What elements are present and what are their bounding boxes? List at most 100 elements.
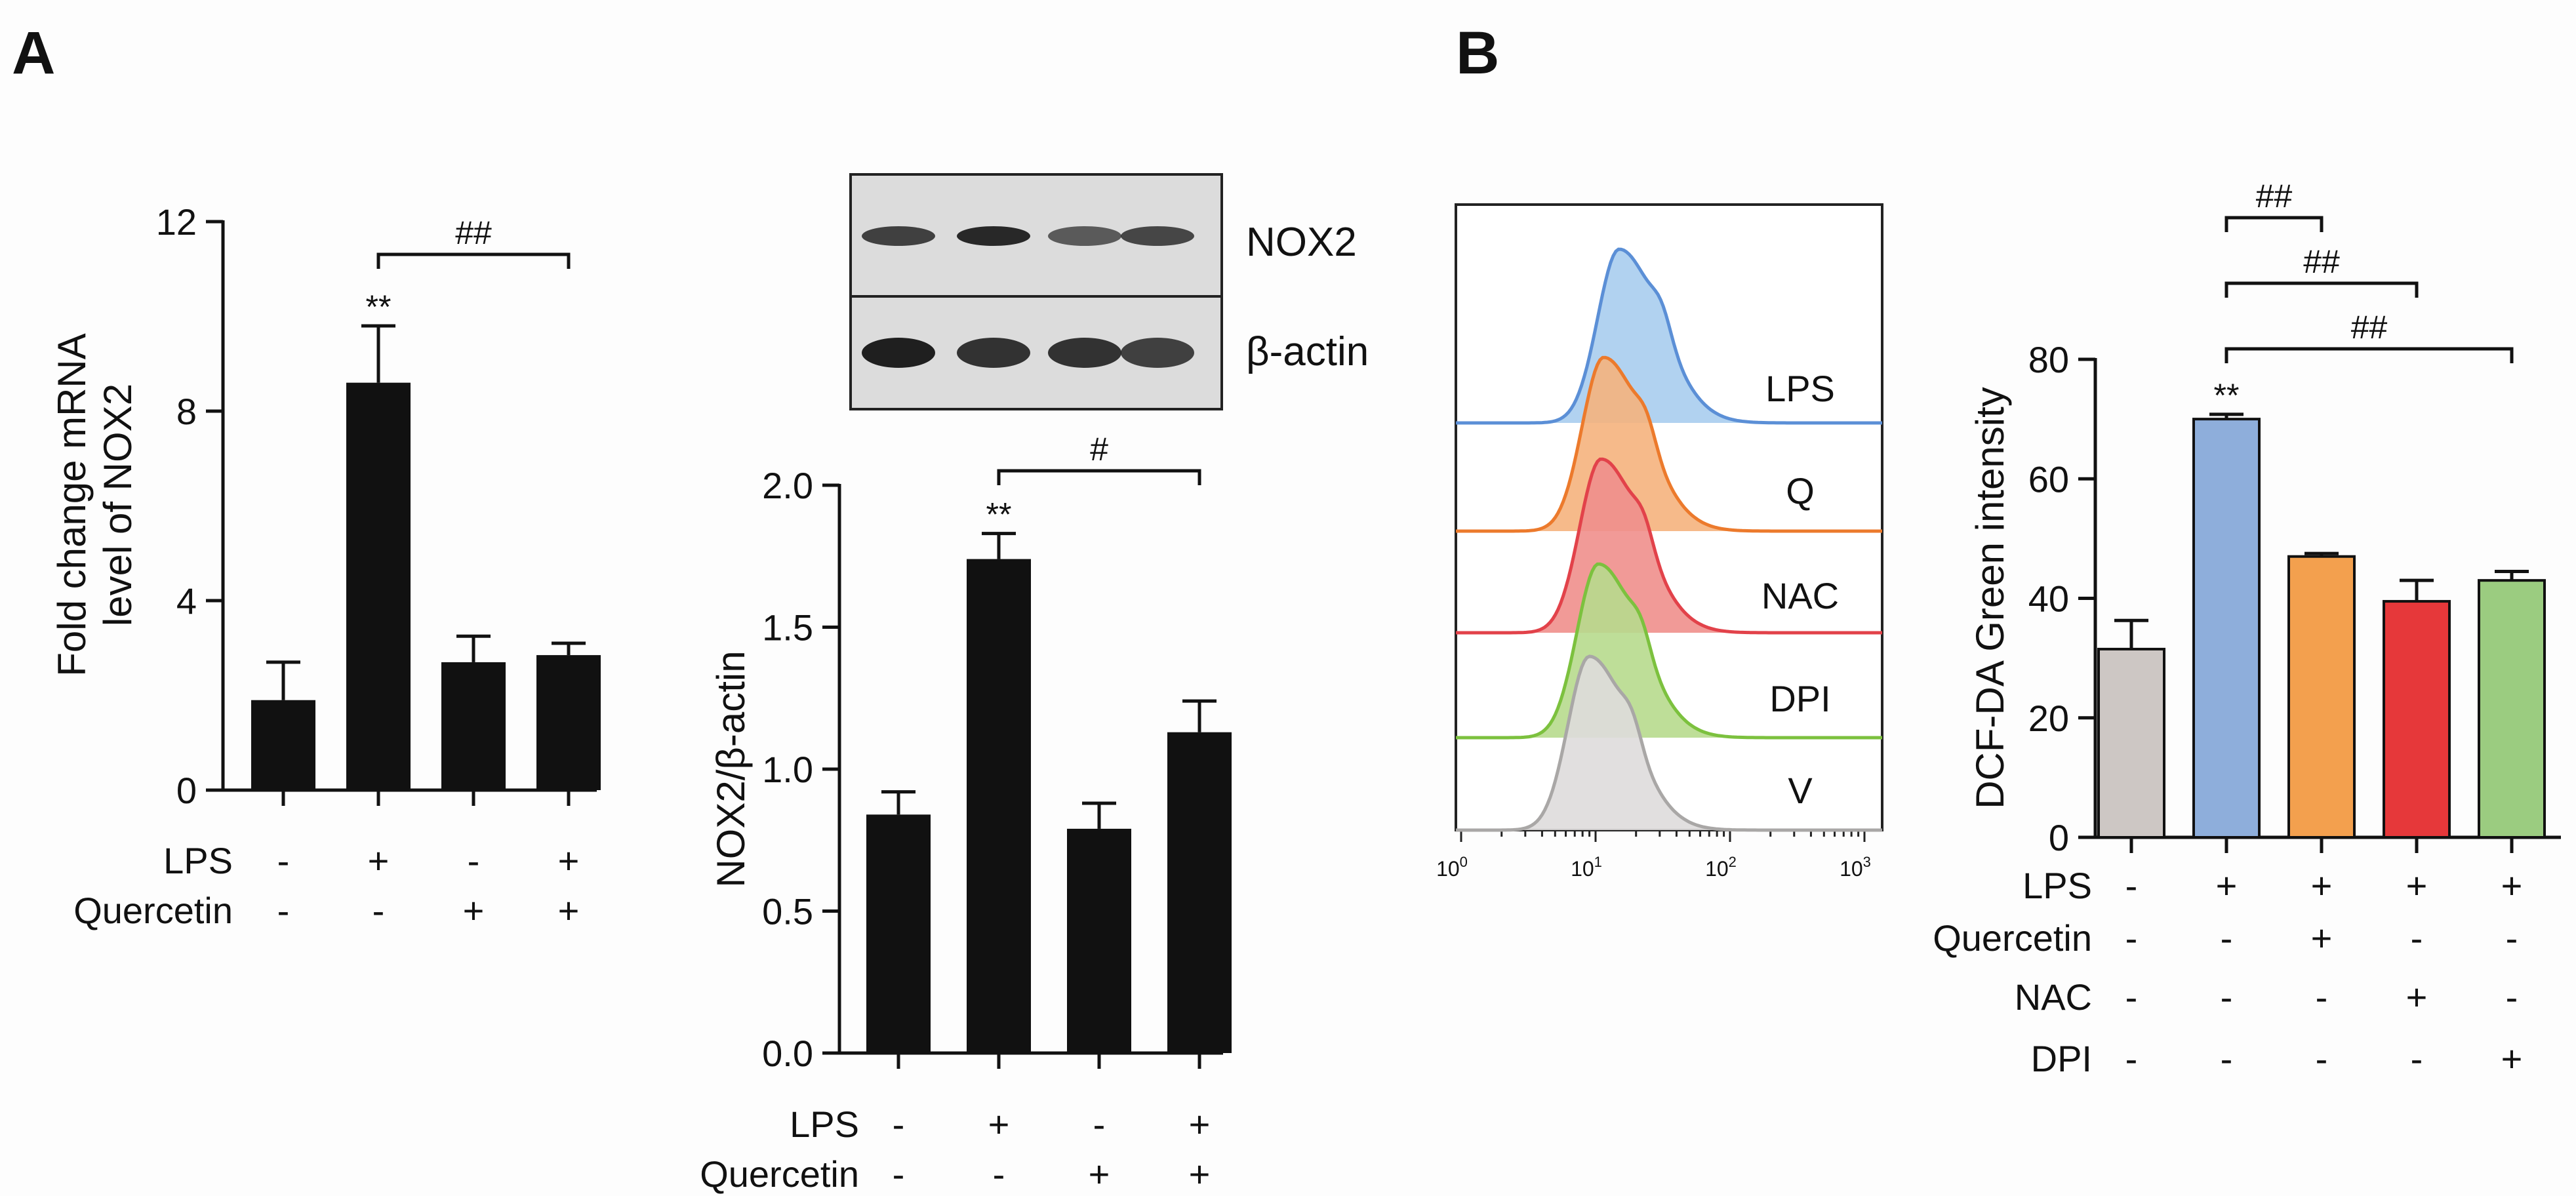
bar-chart-nox2-mrna: 0 4 8 12 Fold change mRNA level of NOX2 ** ## LP…: [50, 201, 601, 931]
bar: [2383, 600, 2451, 839]
bar: [1067, 828, 1131, 1053]
histogram-tick-label: 101: [1571, 854, 1602, 881]
treatment-sign: +: [558, 890, 580, 931]
treatment-label: Quercetin: [73, 890, 233, 931]
treatment-sign: -: [372, 890, 385, 931]
y-tick-label: 0: [176, 770, 197, 811]
significance-marker: **: [2214, 377, 2240, 414]
flow-cytometry-histogram: 100 101 102 103 LPS Q NAC DPI V: [1436, 203, 1883, 881]
histogram-tick-label: 103: [1840, 854, 1871, 881]
bar: [441, 662, 506, 790]
y-tick-label: 8: [176, 391, 197, 432]
y-tick-label: 40: [2028, 578, 2069, 620]
treatment-sign: +: [2406, 865, 2428, 906]
significance-marker: **: [366, 289, 392, 325]
treatment-sign: -: [2316, 976, 2328, 1018]
treatment-sign: -: [2316, 1038, 2328, 1079]
blot-label: β-actin: [1246, 329, 1369, 374]
comparison-bracket: [2224, 347, 2514, 363]
bar: [1167, 732, 1232, 1053]
treatment-sign: +: [2216, 865, 2238, 906]
panel-label-b: B: [1456, 20, 1499, 87]
treatment-sign: -: [2125, 1038, 2138, 1079]
panel-label-a: A: [12, 20, 55, 87]
blot-label: NOX2: [1246, 220, 1357, 265]
significance-marker: **: [986, 496, 1012, 533]
y-tick-label: 0.5: [762, 891, 813, 932]
histogram-series-label: DPI: [1769, 678, 1830, 719]
y-tick-label: 0: [2049, 817, 2069, 858]
bar: [346, 382, 411, 790]
treatment-sign: -: [2411, 1038, 2423, 1079]
bar-chart-dcfda-intensity: 0 20 40 60 80 DCF-DA Green intensity ** ## ## ## L…: [1933, 178, 2561, 1079]
histogram-fill: [1456, 656, 1882, 830]
treatment-sign: +: [2501, 865, 2523, 906]
y-tick-label: 1.0: [762, 749, 813, 790]
histogram-fill: [1456, 357, 1882, 531]
treatment-sign: -: [2125, 917, 2138, 959]
y-tick-label: 12: [156, 201, 197, 243]
treatment-sign: +: [2501, 1038, 2523, 1079]
blot-strip: [849, 173, 1223, 299]
comparison-bracket: [2224, 216, 2324, 232]
bar: [967, 559, 1031, 1053]
treatment-sign: -: [2125, 865, 2138, 906]
histogram-series-label: NAC: [1761, 575, 1839, 616]
treatment-label: LPS: [790, 1104, 859, 1145]
treatment-sign: +: [988, 1104, 1010, 1145]
blot-band: [957, 226, 1030, 246]
treatment-sign: +: [1089, 1153, 1110, 1195]
histogram-tick-label: 102: [1705, 854, 1737, 881]
histogram-curve: [1456, 355, 1882, 533]
treatment-sign: -: [2221, 976, 2233, 1018]
histogram-fill: [1456, 459, 1882, 633]
treatment-sign: -: [2506, 976, 2518, 1018]
western-blot: NOX2 β-actin: [849, 173, 1369, 410]
blot-band: [1121, 226, 1194, 246]
histogram-series-label: V: [1788, 770, 1813, 811]
y-axis-title: NOX2/β-actin: [709, 650, 753, 887]
bar: [2097, 647, 2165, 839]
blot-band: [1048, 338, 1121, 368]
treatment-sign: -: [277, 890, 290, 931]
y-axis-title: DCF-DA Green intensity: [1968, 387, 2012, 809]
histogram-tick-label: 100: [1436, 854, 1468, 881]
comparison-label: ##: [2256, 178, 2293, 214]
y-tick-label: 1.5: [762, 607, 813, 648]
blot-band: [1048, 226, 1121, 246]
treatment-sign: +: [2311, 865, 2333, 906]
treatment-label: LPS: [163, 840, 233, 881]
blot-band: [957, 338, 1030, 368]
blot-band: [862, 226, 935, 246]
comparison-label: ##: [455, 214, 492, 251]
blot-band: [862, 338, 935, 368]
bar: [2287, 555, 2356, 839]
bar: [2478, 579, 2546, 839]
y-tick-label: 60: [2028, 458, 2069, 500]
treatment-sign: +: [368, 840, 390, 881]
treatment-label: DPI: [2031, 1038, 2092, 1079]
y-axis-title: Fold change mRNA: [50, 333, 94, 677]
bar: [536, 655, 601, 790]
comparison-bracket: [376, 252, 571, 269]
histogram-curve: [1456, 457, 1882, 635]
y-axis-title: level of NOX2: [96, 384, 140, 626]
histogram-series-label: LPS: [1765, 368, 1835, 409]
comparison-bracket: [2224, 281, 2419, 298]
blot-strip: [849, 295, 1223, 410]
bar: [2192, 418, 2261, 839]
treatment-sign: -: [2221, 1038, 2233, 1079]
treatment-sign: +: [1189, 1104, 1211, 1145]
treatment-sign: +: [2311, 917, 2333, 959]
treatment-label: NAC: [2015, 976, 2092, 1018]
treatment-sign: +: [558, 840, 580, 881]
y-tick-label: 4: [176, 580, 197, 622]
y-tick-label: 2.0: [762, 465, 813, 506]
treatment-label: LPS: [2023, 865, 2092, 906]
comparison-label: ##: [2351, 309, 2388, 346]
treatment-label: Quercetin: [700, 1153, 859, 1195]
treatment-sign: -: [1093, 1104, 1106, 1145]
